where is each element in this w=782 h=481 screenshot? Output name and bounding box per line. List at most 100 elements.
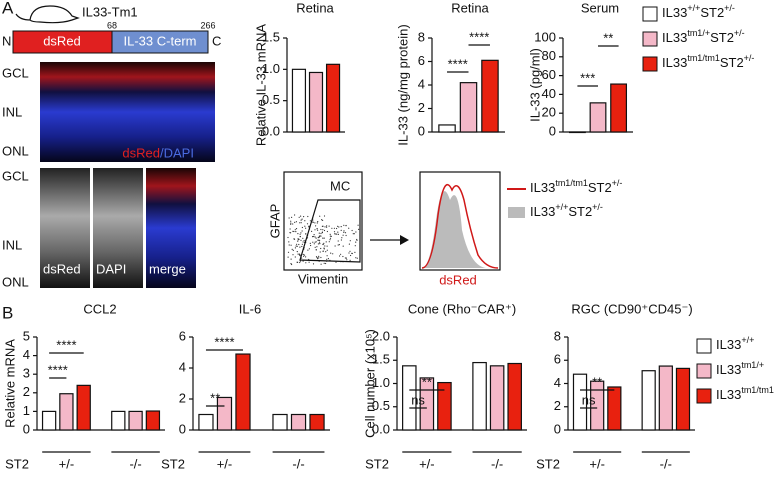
dot <box>334 233 336 235</box>
dot <box>327 258 329 260</box>
y-tick-label: 2 <box>179 390 186 405</box>
dot <box>299 261 301 264</box>
bar <box>590 380 605 431</box>
bar <box>607 386 622 431</box>
dot <box>297 238 299 240</box>
dot <box>291 216 293 218</box>
legend-swatch <box>642 31 658 47</box>
dot <box>318 257 320 259</box>
chart-title: Retina <box>296 0 334 15</box>
label-part: IL33 <box>662 5 687 20</box>
dot <box>300 232 302 234</box>
dot <box>299 260 302 262</box>
group-label: -/- <box>491 456 503 471</box>
dot <box>302 260 304 262</box>
dot <box>309 220 311 222</box>
dot <box>297 233 299 235</box>
dot <box>308 248 310 250</box>
dot <box>304 225 306 227</box>
group-label: +/- <box>59 456 75 471</box>
dot <box>294 256 296 258</box>
dot <box>287 236 289 239</box>
superscript: tm1/tm1 <box>555 178 588 188</box>
dot <box>290 223 292 225</box>
dot <box>305 256 307 258</box>
dot <box>349 240 351 242</box>
dot <box>322 225 324 227</box>
y-tick-label: 6 <box>418 53 425 68</box>
dot <box>353 233 355 235</box>
y-tick-label: 6 <box>179 328 186 343</box>
dot <box>305 233 307 235</box>
dot <box>320 263 322 265</box>
legend-swatch <box>642 6 658 22</box>
dot <box>294 214 296 216</box>
channel-label: DAPI <box>96 261 126 276</box>
mouse-icon <box>15 5 80 24</box>
dot <box>298 238 300 240</box>
layer-label: INL <box>2 104 22 119</box>
dot <box>323 229 326 232</box>
y-tick-label: 1.5 <box>262 29 280 44</box>
dot <box>345 234 347 237</box>
dot <box>352 233 354 235</box>
dot <box>345 257 347 259</box>
dot <box>326 258 328 260</box>
group-title: ST2 <box>5 456 29 471</box>
sig-label: ns <box>582 392 596 407</box>
sig-label: **** <box>56 337 76 352</box>
dot <box>292 254 294 256</box>
bar <box>402 365 417 431</box>
dot <box>324 245 326 247</box>
legend-label: IL33+/+ST2+/- <box>530 202 603 219</box>
sig-label: **** <box>469 29 489 44</box>
dot <box>328 225 330 227</box>
legend-label: IL33+/+ <box>716 335 754 352</box>
y-tick-label: 2 <box>418 100 425 115</box>
dot <box>307 249 309 251</box>
y-tick-label: 1.5 <box>372 352 390 367</box>
dot <box>294 247 296 249</box>
dot <box>313 234 315 236</box>
dot <box>290 220 292 222</box>
dot <box>332 253 334 255</box>
y-tick-label: 4 <box>554 375 561 390</box>
y-tick-label: 4 <box>23 347 30 362</box>
dot <box>292 230 294 232</box>
dot <box>326 245 328 247</box>
bar <box>572 373 588 431</box>
dot <box>320 232 322 235</box>
bar <box>481 59 499 133</box>
legend-swatch <box>696 363 712 379</box>
dot <box>295 245 297 247</box>
bar <box>507 362 522 431</box>
dot <box>296 245 298 247</box>
dot <box>299 233 301 235</box>
dot <box>351 229 353 232</box>
bar <box>437 381 452 431</box>
dot <box>318 232 320 234</box>
dot <box>342 245 344 247</box>
dot <box>344 232 347 234</box>
dot <box>351 252 353 254</box>
bar <box>309 413 325 431</box>
dot <box>322 243 324 245</box>
dot <box>292 223 294 225</box>
bar <box>641 370 656 431</box>
dot <box>299 222 301 224</box>
dot <box>303 216 305 218</box>
mouse-label: IL33-Tm1 <box>82 4 138 19</box>
dot <box>317 237 319 239</box>
bar <box>489 365 505 431</box>
dot <box>301 245 303 248</box>
dot <box>316 246 318 248</box>
dot <box>294 221 296 223</box>
channel-label: dsRed <box>43 261 81 276</box>
dot <box>326 249 328 251</box>
superscript: tm1/tm1 <box>687 53 720 63</box>
superscript: +/- <box>744 53 755 63</box>
superscript: tm1/+ <box>687 28 710 38</box>
layer-label: ONL <box>2 143 29 158</box>
layer-label: INL <box>2 237 22 252</box>
dot <box>329 237 332 239</box>
